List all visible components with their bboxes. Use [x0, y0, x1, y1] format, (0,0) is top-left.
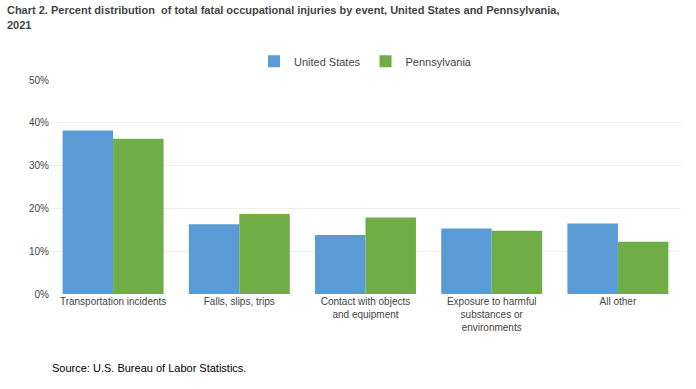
svg-text:30%: 30%: [29, 160, 49, 171]
svg-text:Transportation incidents: Transportation incidents: [60, 296, 166, 307]
svg-text:Exposure to harmfulsubstances: Exposure to harmfulsubstances orenvironm…: [447, 296, 537, 333]
svg-text:Falls, slips, trips: Falls, slips, trips: [204, 296, 275, 307]
svg-text:United States: United States: [294, 56, 361, 68]
svg-text:40%: 40%: [29, 117, 49, 128]
svg-text:All other: All other: [600, 296, 637, 307]
svg-text:0%: 0%: [35, 289, 50, 300]
svg-text:10%: 10%: [29, 246, 49, 257]
svg-text:50%: 50%: [29, 75, 49, 86]
svg-text:Chart 2. Percent distribution: Chart 2. Percent distribution of total f…: [7, 4, 560, 30]
svg-text:Source: U.S. Bureau of Labor S: Source: U.S. Bureau of Labor Statistics.: [52, 362, 246, 374]
svg-text:Contact with objectsand equipm: Contact with objectsand equipment: [321, 296, 411, 320]
svg-text:20%: 20%: [29, 203, 49, 214]
svg-text:Pennsylvania: Pennsylvania: [406, 56, 472, 68]
